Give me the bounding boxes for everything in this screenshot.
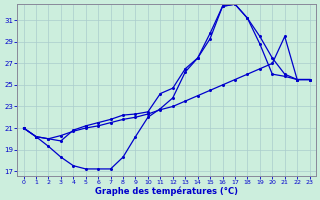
X-axis label: Graphe des températures (°C): Graphe des températures (°C) bbox=[95, 186, 238, 196]
